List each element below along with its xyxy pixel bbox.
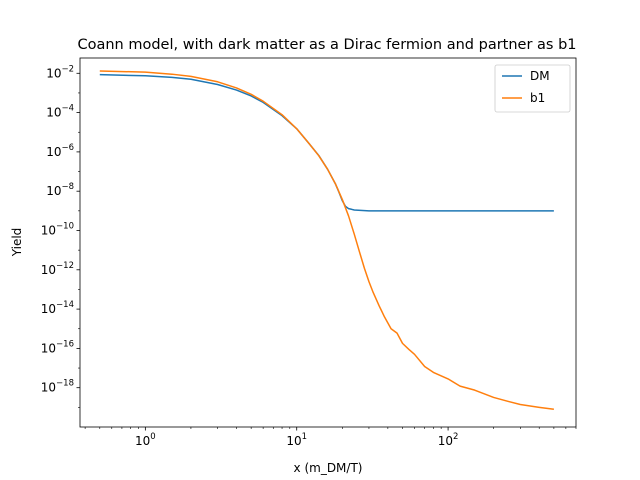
y-tick-label: 10−12: [41, 261, 74, 277]
y-tick-label: 10−14: [41, 300, 74, 316]
y-tick-label: 10−2: [46, 64, 74, 80]
chart-title: Coann model, with dark matter as a Dirac…: [77, 37, 576, 53]
plot-area: [99, 70, 554, 410]
plot-frame: [79, 57, 577, 428]
y-axis-label: Yield: [10, 228, 24, 258]
y-tick-label: 10−8: [46, 182, 74, 198]
x-axis-label: x (m_DM/T): [294, 461, 363, 475]
y-tick-label: 10−6: [46, 143, 74, 159]
legend-label-dm: DM: [530, 69, 550, 83]
series-line-b1: [99, 70, 554, 410]
x-tick-label: 102: [438, 432, 459, 448]
x-tick-label: 101: [286, 432, 307, 448]
y-tick-label: 10−10: [41, 221, 74, 237]
y-tick-label: 10−4: [46, 104, 74, 120]
y-tick-label: 10−18: [41, 379, 74, 395]
legend: DM b1: [494, 64, 571, 113]
x-tick-label: 100: [135, 432, 156, 448]
legend-label-b1: b1: [530, 91, 545, 105]
y-tick-label: 10−16: [41, 339, 74, 355]
y-axis: 10−2 10−4 10−6 10−8 10−10 10−12 10−14 10−16 10−1…: [41, 64, 80, 408]
x-axis: 100 101 102: [84, 427, 577, 448]
